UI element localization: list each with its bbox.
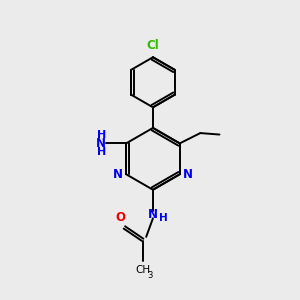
Text: N: N <box>183 168 193 181</box>
Text: Cl: Cl <box>147 39 159 52</box>
Text: O: O <box>116 212 126 224</box>
Text: N: N <box>148 208 158 221</box>
Text: H: H <box>159 213 168 223</box>
Text: CH: CH <box>135 266 150 275</box>
Text: H: H <box>97 130 106 140</box>
Text: N: N <box>96 137 106 150</box>
Text: N: N <box>112 168 123 181</box>
Text: H: H <box>97 147 106 157</box>
Text: 3: 3 <box>147 271 153 280</box>
